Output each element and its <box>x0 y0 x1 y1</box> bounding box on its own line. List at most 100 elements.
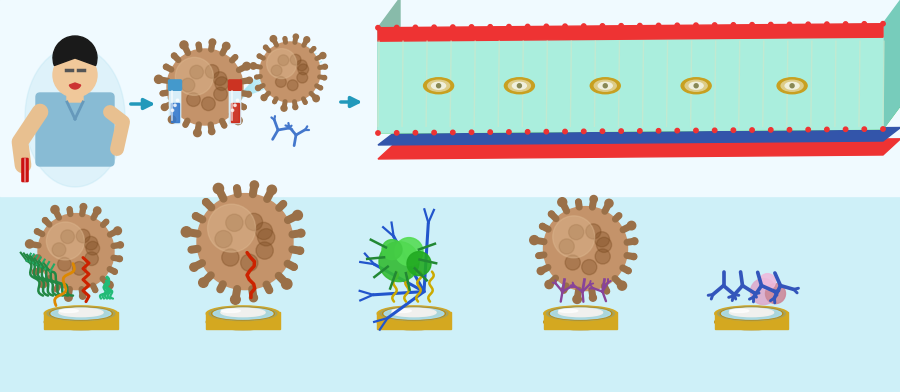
Circle shape <box>34 229 40 234</box>
Circle shape <box>843 127 848 131</box>
Circle shape <box>750 128 754 132</box>
Circle shape <box>58 258 71 271</box>
Circle shape <box>176 99 179 102</box>
Circle shape <box>53 53 97 97</box>
Ellipse shape <box>59 309 78 312</box>
Circle shape <box>565 255 581 270</box>
Circle shape <box>40 280 47 288</box>
Circle shape <box>249 294 257 302</box>
Circle shape <box>576 200 580 204</box>
Ellipse shape <box>508 80 530 91</box>
Circle shape <box>221 249 239 266</box>
Ellipse shape <box>51 308 111 319</box>
Circle shape <box>312 47 316 50</box>
Circle shape <box>112 269 117 274</box>
Ellipse shape <box>544 306 617 321</box>
Ellipse shape <box>722 308 781 319</box>
Circle shape <box>616 213 621 218</box>
Circle shape <box>432 131 436 135</box>
Circle shape <box>303 101 307 104</box>
Circle shape <box>84 236 98 250</box>
Circle shape <box>32 256 36 260</box>
Circle shape <box>193 213 199 220</box>
Circle shape <box>731 128 735 132</box>
Circle shape <box>788 22 792 27</box>
Ellipse shape <box>717 307 786 321</box>
Polygon shape <box>378 139 900 159</box>
Circle shape <box>558 198 567 207</box>
Circle shape <box>394 25 399 30</box>
Circle shape <box>180 41 188 49</box>
Circle shape <box>271 65 282 76</box>
Circle shape <box>694 84 698 88</box>
Circle shape <box>881 22 886 26</box>
Circle shape <box>590 294 597 301</box>
Ellipse shape <box>715 306 788 321</box>
Circle shape <box>247 77 252 83</box>
Circle shape <box>208 204 256 252</box>
Circle shape <box>176 57 213 95</box>
Circle shape <box>605 199 613 207</box>
Circle shape <box>824 22 829 26</box>
Polygon shape <box>378 24 883 41</box>
Circle shape <box>266 287 272 293</box>
Circle shape <box>47 222 85 260</box>
Circle shape <box>824 127 829 132</box>
Polygon shape <box>378 24 883 133</box>
Ellipse shape <box>220 308 266 317</box>
Circle shape <box>205 65 219 78</box>
Ellipse shape <box>689 82 703 89</box>
Circle shape <box>675 23 680 27</box>
Ellipse shape <box>204 234 291 258</box>
Circle shape <box>597 237 612 252</box>
Circle shape <box>213 72 227 85</box>
FancyBboxPatch shape <box>229 86 241 124</box>
Circle shape <box>769 128 773 132</box>
Ellipse shape <box>550 241 626 263</box>
Circle shape <box>407 252 431 276</box>
Circle shape <box>451 130 455 134</box>
Ellipse shape <box>729 308 774 317</box>
Circle shape <box>553 216 595 258</box>
Circle shape <box>65 294 72 301</box>
Circle shape <box>731 23 735 27</box>
Circle shape <box>54 287 58 291</box>
FancyBboxPatch shape <box>168 80 182 90</box>
Circle shape <box>638 129 642 133</box>
Circle shape <box>590 196 598 203</box>
Circle shape <box>167 49 243 125</box>
Circle shape <box>287 80 298 91</box>
Circle shape <box>544 129 548 134</box>
Circle shape <box>209 39 216 45</box>
Ellipse shape <box>559 309 578 312</box>
Circle shape <box>559 239 574 254</box>
Circle shape <box>68 207 72 211</box>
Ellipse shape <box>44 314 118 330</box>
Circle shape <box>202 97 215 111</box>
Circle shape <box>536 253 541 258</box>
Circle shape <box>769 22 773 27</box>
Circle shape <box>569 225 584 240</box>
Ellipse shape <box>392 309 411 312</box>
Circle shape <box>562 129 567 134</box>
Circle shape <box>190 65 203 79</box>
Ellipse shape <box>685 80 707 91</box>
Circle shape <box>594 232 609 247</box>
Circle shape <box>322 76 327 80</box>
Ellipse shape <box>380 307 448 321</box>
Circle shape <box>766 283 786 303</box>
FancyBboxPatch shape <box>231 103 239 122</box>
Circle shape <box>379 241 419 281</box>
Circle shape <box>540 223 545 229</box>
Circle shape <box>94 207 101 214</box>
Circle shape <box>264 45 267 49</box>
Ellipse shape <box>546 307 615 321</box>
Circle shape <box>234 185 239 191</box>
Circle shape <box>222 123 227 128</box>
Circle shape <box>297 247 303 254</box>
Circle shape <box>261 95 267 101</box>
Ellipse shape <box>720 307 783 320</box>
Circle shape <box>42 218 48 223</box>
Circle shape <box>537 267 544 274</box>
Circle shape <box>526 24 530 29</box>
